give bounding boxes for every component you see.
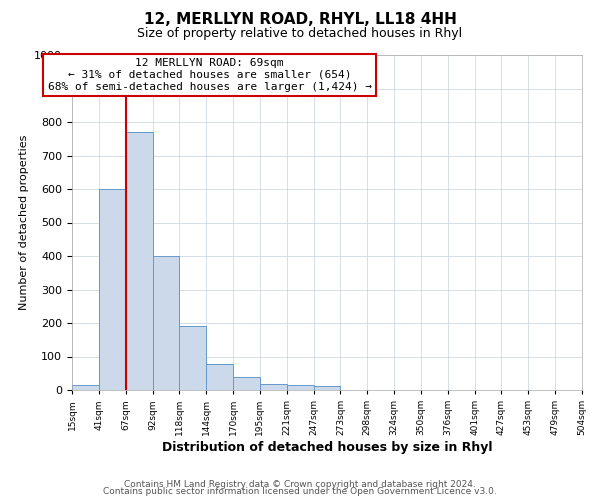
Y-axis label: Number of detached properties: Number of detached properties: [19, 135, 29, 310]
Text: Contains public sector information licensed under the Open Government Licence v3: Contains public sector information licen…: [103, 487, 497, 496]
Text: Contains HM Land Registry data © Crown copyright and database right 2024.: Contains HM Land Registry data © Crown c…: [124, 480, 476, 489]
Text: 12 MERLLYN ROAD: 69sqm
← 31% of detached houses are smaller (654)
68% of semi-de: 12 MERLLYN ROAD: 69sqm ← 31% of detached…: [48, 58, 372, 92]
Bar: [179, 326, 206, 390]
Text: 12, MERLLYN ROAD, RHYL, LL18 4HH: 12, MERLLYN ROAD, RHYL, LL18 4HH: [143, 12, 457, 28]
Bar: [314, 386, 340, 390]
Bar: [233, 376, 260, 390]
Bar: [287, 385, 314, 390]
Bar: [152, 256, 179, 390]
Bar: [260, 384, 287, 390]
Bar: [206, 364, 233, 390]
Bar: [72, 385, 99, 390]
Bar: [99, 189, 125, 390]
X-axis label: Distribution of detached houses by size in Rhyl: Distribution of detached houses by size …: [162, 441, 492, 454]
Text: Size of property relative to detached houses in Rhyl: Size of property relative to detached ho…: [137, 28, 463, 40]
Bar: [125, 132, 152, 390]
